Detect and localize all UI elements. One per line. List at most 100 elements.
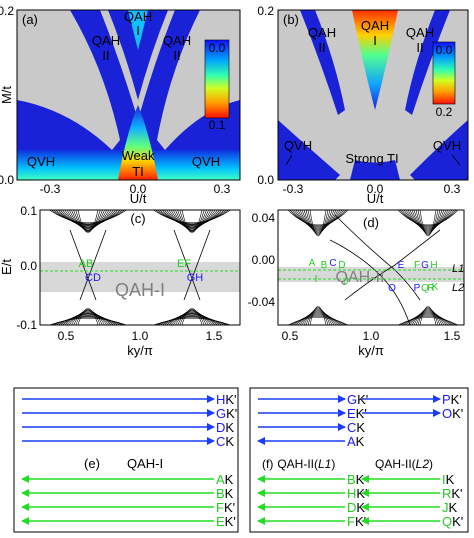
- panel-a-ytick-bottom: 0.0: [0, 173, 14, 187]
- band-line-lower-d: [301, 310, 335, 325]
- panel-b-strong-ti-band: [350, 160, 400, 180]
- panel-d-point-f: F: [414, 260, 420, 271]
- arrow-label-valley: K: [356, 420, 365, 435]
- panel-a-qah-left-roman: II: [102, 48, 109, 63]
- arrow-label-f: CK: [347, 420, 365, 435]
- band-line-upper-c: [168, 210, 216, 229]
- band-line-lower-c: [62, 313, 114, 325]
- panel-c-tag: (c): [130, 211, 145, 226]
- arrow-label-f: QK': [442, 514, 463, 529]
- band-line-upper-d: [289, 210, 347, 227]
- band-line-lower-c: [75, 308, 101, 325]
- arrow-label-valley: K': [225, 514, 236, 529]
- band-line-lower-d: [289, 316, 347, 325]
- arrow-label-letter: A: [347, 434, 356, 449]
- arrow-label-letter: O: [442, 406, 452, 421]
- panel-d-frame: [277, 209, 465, 326]
- arrow-label-valley: K': [226, 406, 237, 421]
- band-line-lower-d: [307, 307, 329, 325]
- panel-f-title-l1-close: ): [331, 457, 335, 471]
- arrow-label-letter: F: [347, 514, 355, 529]
- band-line-lower-d: [413, 309, 443, 325]
- arrow-label-letter: B: [347, 472, 356, 487]
- panel-b-ytick-top: 0.2: [257, 4, 274, 18]
- panel-c-ytick-bottom: -0.1: [16, 318, 37, 332]
- panel-f-title-l1-prefix: QAH-II(: [277, 457, 318, 471]
- band-line-upper-d: [297, 210, 339, 231]
- panel-a-xlabel: U/t: [130, 191, 147, 206]
- panel-a-ytick-top: 0.2: [0, 4, 14, 18]
- panel-c-ytick-mid: 0.0: [20, 259, 37, 273]
- panel-c-point-ab: AB: [79, 258, 94, 270]
- arrow-label-f: JK: [442, 500, 458, 515]
- panel-b-xtick-3: 0.3: [444, 182, 461, 196]
- band-line-lower-d: [303, 309, 333, 325]
- band-line-lower-c: [49, 318, 127, 325]
- band-line-upper-c: [179, 210, 205, 232]
- arrow-label-letter: I: [442, 472, 446, 487]
- band-line-upper-d: [287, 210, 349, 226]
- band-line-upper-c: [71, 210, 105, 231]
- panel-b-colorbar-top: 0.0: [436, 43, 453, 57]
- panel-d-point-e: E: [398, 260, 405, 271]
- band-line-upper-c: [60, 210, 116, 227]
- band-line-lower-c: [55, 315, 121, 325]
- band-line-upper-d: [305, 210, 331, 235]
- band-line-upper-d: [291, 210, 345, 228]
- edge-state-line-c: [173, 229, 201, 301]
- arrow-label-valley: K: [225, 420, 234, 435]
- panel-d-point-i: I: [315, 274, 318, 285]
- arrow-label-e: BK: [216, 486, 234, 501]
- band-line-lower-c: [53, 316, 123, 325]
- band-line-lower-d: [297, 312, 339, 325]
- panel-a-tag: (a): [22, 12, 38, 27]
- panel-c-bands: [49, 210, 231, 325]
- panel-c-point-cd: CD: [85, 272, 101, 284]
- arrow-label-letter: G: [216, 406, 226, 421]
- panel-f-title-l1-label: L1: [318, 457, 331, 471]
- panel-c-ytick-top: 0.1: [20, 204, 37, 218]
- arrow-label-e: HK': [216, 392, 237, 407]
- panel-a-qah-right: QAH: [163, 33, 191, 48]
- panel-b-qah-left-roman: II: [318, 40, 325, 55]
- band-line-upper-c: [68, 210, 108, 230]
- panel-c-xtick-2: 1.0: [132, 329, 149, 343]
- band-line-upper-c: [62, 210, 114, 228]
- band-line-upper-c: [53, 210, 123, 225]
- arrow-label-e: EK': [216, 514, 236, 529]
- arrow-label-f: DK: [347, 500, 365, 515]
- panel-f-title-l2-prefix: QAH-II(: [375, 457, 416, 471]
- panel-c-xtick-3: 1.5: [206, 329, 223, 343]
- band-line-lower-d: [291, 315, 345, 325]
- arrow-label-e: DK: [216, 420, 234, 435]
- band-line-lower-c: [66, 311, 110, 325]
- arrow-label-f: FK': [347, 514, 366, 529]
- band-line-lower-c: [168, 312, 216, 325]
- band-line-upper-d: [409, 210, 447, 232]
- panel-c-gap-label: QAH-I: [115, 280, 165, 300]
- band-line-lower-d: [293, 314, 343, 325]
- band-line-upper-c: [57, 210, 119, 226]
- panel-e-title: QAH-I: [127, 456, 163, 471]
- arrow-label-valley: K: [225, 486, 234, 501]
- arrow-label-f: EK': [347, 406, 367, 421]
- band-line-lower-c: [166, 313, 218, 325]
- band-line-upper-d: [413, 210, 443, 234]
- band-line-lower-c: [64, 312, 112, 325]
- panel-b-xtick-1: -0.3: [283, 182, 304, 196]
- band-line-lower-c: [181, 308, 203, 325]
- panel-d-point-q: Q: [421, 283, 429, 294]
- band-line-upper-c: [55, 210, 121, 226]
- panel-d-point-b: B: [321, 260, 328, 271]
- band-line-lower-d: [419, 306, 437, 325]
- band-line-lower-c: [157, 316, 227, 325]
- panel-b-qvh-left-pointer: [285, 154, 293, 166]
- band-line-upper-d: [401, 210, 455, 228]
- band-line-lower-d: [403, 314, 453, 325]
- panel-b-qvh-right: QVH: [433, 138, 461, 153]
- arrow-label-letter: C: [347, 420, 356, 435]
- arrow-label-letter: F: [216, 500, 224, 515]
- band-line-upper-c: [175, 210, 209, 231]
